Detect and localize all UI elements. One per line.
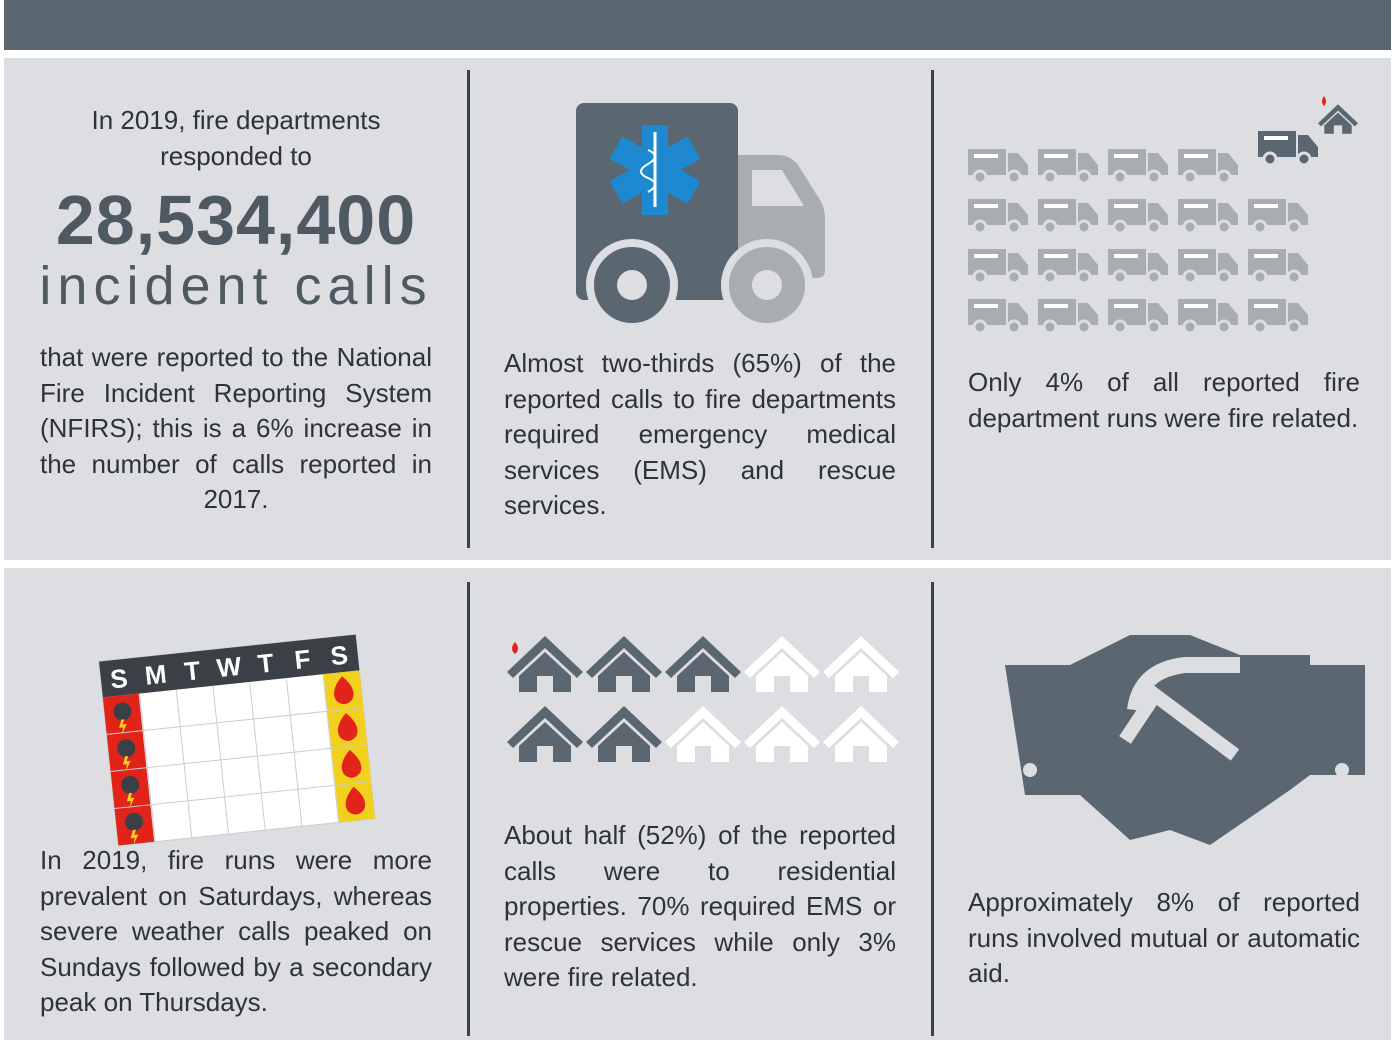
bolt (126, 792, 135, 809)
text: Only 4% of all reported fire department … (968, 367, 1360, 433)
flame (345, 786, 366, 815)
truck (1108, 147, 1168, 185)
day-label: F (293, 644, 312, 675)
house (507, 706, 583, 762)
truck (1108, 197, 1168, 235)
day-label: W (215, 651, 243, 683)
house (665, 636, 741, 692)
header-bar (4, 0, 1391, 50)
bolt (130, 829, 139, 845)
day-label: M (143, 659, 168, 691)
intro: In 2019, fire departments responded to (91, 105, 381, 171)
text: Approximately 8% of reported runs involv… (968, 887, 1360, 989)
house (665, 706, 741, 762)
text: that were reported to the National Fire … (40, 342, 432, 515)
truck (1038, 147, 1098, 185)
text: Almost two-thirds (65%) of the reported … (504, 348, 896, 521)
houses (507, 636, 899, 762)
house (586, 706, 662, 762)
flame (333, 676, 354, 705)
unit: incident calls (39, 256, 433, 316)
grid-line (110, 743, 368, 772)
house (823, 636, 899, 692)
truck (1178, 197, 1238, 235)
house (823, 706, 899, 762)
flame (341, 749, 362, 778)
truck (1178, 247, 1238, 285)
storm (117, 739, 136, 758)
day-label: T (256, 647, 275, 679)
ambulance (576, 103, 825, 331)
truck (1038, 197, 1098, 235)
truck (1108, 297, 1168, 335)
fire-truck (1258, 129, 1318, 167)
divider (467, 582, 470, 1036)
truck (1038, 297, 1098, 335)
grid-line (114, 781, 372, 810)
truck (1178, 297, 1238, 335)
day-label: T (183, 655, 202, 687)
truck (1248, 297, 1308, 335)
truck (1038, 247, 1098, 285)
day-label: S (109, 663, 129, 695)
truck (1178, 147, 1238, 185)
day-label: S (329, 640, 349, 672)
truck (968, 147, 1028, 185)
truck (968, 297, 1028, 335)
storm (113, 702, 132, 721)
trucks (968, 147, 1308, 335)
divider (467, 70, 470, 548)
grid-line (106, 706, 364, 735)
bolt (119, 719, 127, 735)
storm (121, 775, 140, 794)
handshake (1005, 635, 1365, 845)
big-number: 28,534,400 (55, 181, 417, 259)
house (744, 636, 820, 692)
flame (512, 642, 518, 654)
house (586, 636, 662, 692)
flame (337, 713, 358, 741)
flame (1322, 96, 1326, 106)
divider (931, 70, 934, 548)
truck (968, 197, 1028, 235)
divider (931, 582, 934, 1036)
truck (1108, 247, 1168, 285)
house (1318, 104, 1358, 134)
truck (1248, 197, 1308, 235)
house (507, 636, 583, 692)
bolt (122, 756, 131, 772)
text: In 2019, fire runs were more prevalent o… (40, 845, 432, 1018)
truck (968, 247, 1028, 285)
truck (1248, 247, 1308, 285)
storm (125, 812, 144, 831)
house (744, 706, 820, 762)
text: About half (52%) of the reported calls w… (504, 820, 896, 993)
